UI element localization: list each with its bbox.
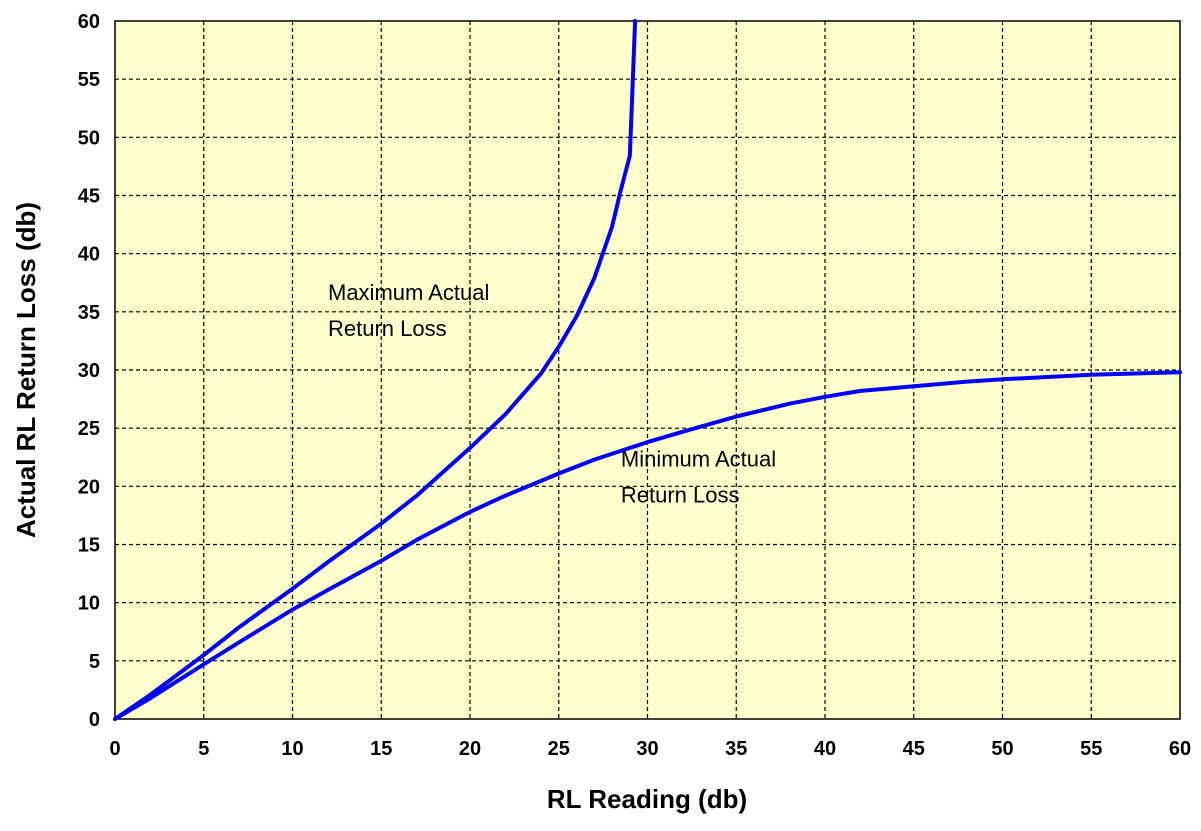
- x-tick-label: 35: [725, 738, 747, 760]
- y-tick-label: 25: [78, 418, 100, 440]
- series-lines: [113, 19, 1182, 721]
- y-tick-label: 10: [78, 593, 100, 615]
- annotations: Maximum Actual Return Loss Minimum Actual R…: [328, 280, 776, 507]
- series-line-min: [113, 370, 1182, 721]
- x-tick-label: 15: [370, 738, 392, 760]
- annotation-min_label-line-1: Return Loss: [621, 483, 740, 508]
- y-tick-label: 60: [78, 11, 100, 33]
- y-tick-label: 55: [78, 69, 100, 91]
- y-tick-label: 45: [78, 186, 100, 208]
- x-tick-label: 25: [548, 738, 570, 760]
- y-tick-label: 30: [78, 360, 100, 382]
- y-tick-label: 20: [78, 476, 100, 498]
- x-axis-title: RL Reading (db): [547, 784, 747, 814]
- y-tick-label: 15: [78, 535, 100, 557]
- y-tick-label: 40: [78, 244, 100, 266]
- x-tick-label: 60: [1169, 738, 1191, 760]
- y-tick-label: 0: [89, 709, 100, 731]
- annotation-max_label-line-1: Return Loss: [328, 316, 447, 341]
- series-line-max: [113, 19, 638, 721]
- x-tick-label: 20: [459, 738, 481, 760]
- x-tick-label: 30: [636, 738, 658, 760]
- grid: [115, 21, 1180, 719]
- y-axis-title: Actual RL Return Loss (db): [11, 202, 41, 538]
- x-tick-label: 50: [991, 738, 1013, 760]
- annotation-min_label-line-0: Minimum Actual: [621, 447, 776, 472]
- x-tick-label: 45: [903, 738, 925, 760]
- x-tick-label: 55: [1080, 738, 1102, 760]
- x-tick-label: 40: [814, 738, 836, 760]
- x-tick-label: 10: [281, 738, 303, 760]
- y-tick-labels: 0 5 10 15 20 25 30 35 40 45 50 55 60: [78, 11, 100, 731]
- x-tick-labels: 0 5 10 15 20 25 30 35 40 45 50 55 60: [109, 738, 1191, 760]
- y-tick-label: 35: [78, 302, 100, 324]
- y-tick-label: 5: [89, 651, 100, 673]
- annotation-max_label-line-0: Maximum Actual: [328, 280, 489, 305]
- x-tick-label: 5: [198, 738, 209, 760]
- x-tick-label: 0: [109, 738, 120, 760]
- y-tick-label: 50: [78, 127, 100, 149]
